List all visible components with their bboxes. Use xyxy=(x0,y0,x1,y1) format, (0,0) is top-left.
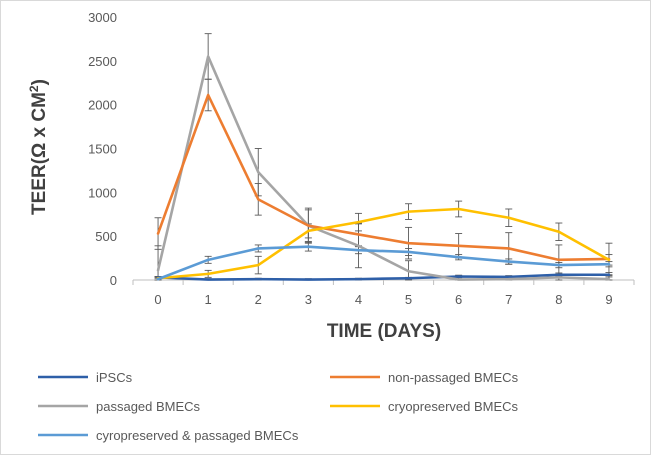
x-tick-label: 7 xyxy=(505,292,512,307)
series-line-1 xyxy=(156,93,611,262)
x-axis-title: TIME (DAYS) xyxy=(327,321,441,342)
y-axis-title-end: ) xyxy=(29,79,50,85)
x-tick-label: 2 xyxy=(255,292,262,307)
y-tick-labels: 0 500 1000 1500 2000 2500 3000 xyxy=(88,10,117,288)
y-tick-label: 3000 xyxy=(88,10,117,25)
series-line-0 xyxy=(156,273,611,281)
y-axis-title-main: TEER(Ω x CM xyxy=(29,92,50,215)
legend-entry: cyropreserved & passaged BMECs xyxy=(38,428,299,443)
y-tick-label: 2500 xyxy=(88,54,117,69)
x-tick-label: 3 xyxy=(305,292,312,307)
x-tick-label: 8 xyxy=(555,292,562,307)
legend-label: cyropreserved & passaged BMECs xyxy=(96,428,299,443)
series-line-2 xyxy=(156,55,611,281)
legend-label: iPSCs xyxy=(96,370,133,385)
series-lines xyxy=(156,55,611,281)
series-line-4 xyxy=(156,245,611,281)
series-line-3 xyxy=(156,207,611,280)
x-tick-labels: 0 1 2 3 4 5 6 7 8 9 xyxy=(154,292,612,307)
legend-label: cryopreserved BMECs xyxy=(388,399,519,414)
x-tick-label: 6 xyxy=(455,292,462,307)
y-axis-title: TEER(Ω x CM2) xyxy=(27,79,50,215)
y-tick-label: 0 xyxy=(110,273,117,288)
legend-entry: non-passaged BMECs xyxy=(330,370,519,385)
legend-label: non-passaged BMECs xyxy=(388,370,519,385)
legend-entry: cryopreserved BMECs xyxy=(330,399,519,414)
y-tick-label: 1500 xyxy=(88,142,117,157)
legend-label: passaged BMECs xyxy=(96,399,201,414)
error-bars xyxy=(154,33,613,281)
legend-entry: iPSCs xyxy=(38,370,133,385)
x-tick-label: 9 xyxy=(605,292,612,307)
legend-entry: passaged BMECs xyxy=(38,399,201,414)
y-axis-title-superscript: 2 xyxy=(27,85,41,92)
x-tick-label: 1 xyxy=(205,292,212,307)
x-tick-label: 0 xyxy=(154,292,161,307)
y-tick-label: 500 xyxy=(95,229,117,244)
legend: iPSCs non-passaged BMECs passaged BMECs cry… xyxy=(38,370,519,443)
x-tick-label: 4 xyxy=(355,292,362,307)
x-tick-label: 5 xyxy=(405,292,412,307)
y-tick-label: 2000 xyxy=(88,98,117,113)
y-tick-label: 1000 xyxy=(88,185,117,200)
